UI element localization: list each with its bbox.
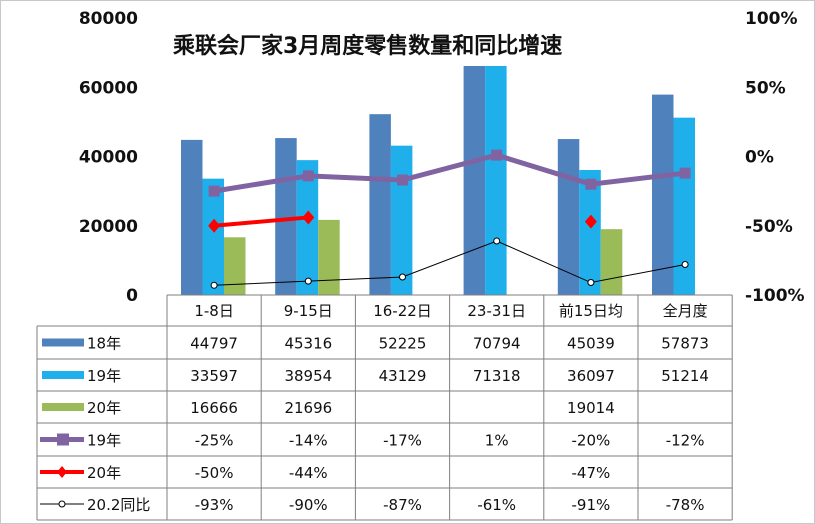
table-cell: 45316 <box>284 335 332 353</box>
bar-18年-前15日均 <box>557 139 580 295</box>
bar-18年-1-8日 <box>181 139 203 295</box>
right-axis-tick: 0% <box>745 148 774 168</box>
table-cell: -20% <box>572 432 611 450</box>
line-20.2同比 <box>214 240 686 286</box>
bar-19年-9-15日 <box>296 160 319 295</box>
left-axis-tick: 80000 <box>79 9 138 29</box>
bar-18年-23-31日 <box>463 49 486 295</box>
marker-19年-9-15日 <box>302 170 314 182</box>
table-cell: -17% <box>383 432 422 450</box>
left-axis-tick: 0 <box>126 286 138 306</box>
table-cell: -87% <box>383 496 422 514</box>
table-cell: 38954 <box>284 367 332 385</box>
legend-label: 20年 <box>87 464 121 482</box>
bar-18年-9-15日 <box>275 138 297 295</box>
table-cell: 44797 <box>190 335 238 353</box>
legend-marker-icon <box>57 466 67 478</box>
bar-20年-1-8日 <box>224 237 246 295</box>
legend-label: 18年 <box>87 335 121 353</box>
table-cell: 19014 <box>567 399 615 417</box>
line-20年 <box>213 215 309 228</box>
right-axis-tick: 50% <box>745 78 786 98</box>
marker-19年-16-22日 <box>397 174 408 186</box>
title-background <box>165 22 605 66</box>
marker-20年-前15日均 <box>584 214 597 229</box>
bar-19年-23-31日 <box>485 48 507 295</box>
marker-20.2同比-9-15日 <box>304 277 312 285</box>
category-label: 9-15日 <box>284 302 333 320</box>
line-19年 <box>213 152 686 194</box>
table-cell: 57873 <box>661 335 709 353</box>
bar-20年-9-15日 <box>318 219 340 295</box>
legend-marker-icon <box>57 433 69 446</box>
category-label: 全月度 <box>663 302 708 320</box>
marker-20.2同比-全月度 <box>681 261 689 269</box>
table-cell: -12% <box>666 432 705 450</box>
marker-20年-9-15日 <box>302 210 315 225</box>
marker-20.2同比-前15日均 <box>587 279 595 287</box>
left-axis-tick: 40000 <box>79 148 138 168</box>
table-cell: -90% <box>289 496 328 514</box>
table-cell: 52225 <box>379 335 427 353</box>
right-axis-tick: 100% <box>745 9 798 29</box>
table-cell: 43129 <box>379 367 427 385</box>
legend-label: 19年 <box>87 367 121 385</box>
legend-label: 19年 <box>87 432 121 450</box>
table-cell: -78% <box>666 496 705 514</box>
bar-19年-16-22日 <box>390 145 413 295</box>
table-cell: -25% <box>195 432 234 450</box>
table-cell: -93% <box>195 496 234 514</box>
bar-19年-1-8日 <box>202 178 224 295</box>
table-cell: 1% <box>485 432 509 450</box>
marker-20年-1-8日 <box>208 218 221 233</box>
category-label: 1-8日 <box>194 302 234 320</box>
marker-19年-1-8日 <box>208 185 220 197</box>
bar-18年-全月度 <box>652 94 674 295</box>
table-cell: 51214 <box>661 367 709 385</box>
legend-label: 20年 <box>87 399 121 417</box>
marker-20.2同比-23-31日 <box>493 237 501 245</box>
marker-19年-23-31日 <box>491 149 503 161</box>
marker-20.2同比-1-8日 <box>210 281 218 289</box>
table-cell: 21696 <box>284 399 332 417</box>
table-cell: 70794 <box>473 335 521 353</box>
legend-marker-icon <box>58 500 66 508</box>
bar-19年-全月度 <box>673 117 695 295</box>
table-cell: -44% <box>289 464 328 482</box>
legend-key-20年 <box>42 403 84 411</box>
table-cell: 36097 <box>567 367 615 385</box>
table-cell: -14% <box>289 432 328 450</box>
category-label: 23-31日 <box>467 302 526 320</box>
left-axis-tick: 20000 <box>79 217 138 237</box>
bar-18年-16-22日 <box>369 114 391 296</box>
table-cell: 71318 <box>473 367 521 385</box>
right-axis-tick: -50% <box>745 217 793 237</box>
table-cell: -61% <box>477 496 516 514</box>
marker-19年-前15日均 <box>585 178 597 190</box>
table-cell: -47% <box>572 464 611 482</box>
table-cell: -50% <box>195 464 234 482</box>
left-axis-tick: 60000 <box>79 78 138 98</box>
table-cell: 45039 <box>567 335 615 353</box>
marker-20.2同比-16-22日 <box>399 273 406 281</box>
marker-19年-全月度 <box>679 167 691 179</box>
table-cell: 33597 <box>190 367 238 385</box>
table-cell: 16666 <box>190 399 238 417</box>
legend-label: 20.2同比 <box>87 496 150 514</box>
category-label: 16-22日 <box>373 302 432 320</box>
chart-title: 乘联会厂家3月周度零售数量和同比增速 <box>172 33 562 59</box>
legend-key-18年 <box>42 338 84 347</box>
bar-19年-前15日均 <box>579 170 601 295</box>
legend-key-19年 <box>42 371 84 379</box>
right-axis-tick: -100% <box>745 286 805 306</box>
table-cell: -91% <box>572 496 611 514</box>
bar-20年-前15日均 <box>600 229 623 295</box>
category-label: 前15日均 <box>559 302 623 320</box>
